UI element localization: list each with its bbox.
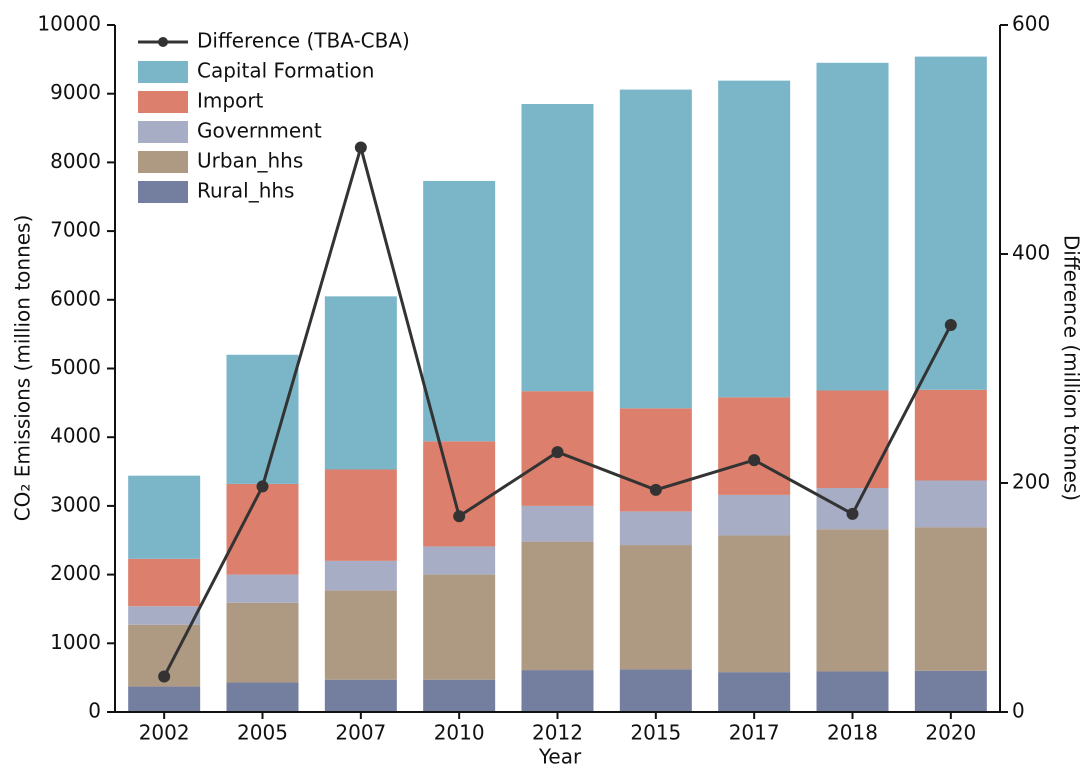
bar (423, 574, 496, 680)
bar (914, 480, 987, 528)
legend-swatch (138, 61, 188, 83)
x-tick-label: 2018 (827, 721, 878, 745)
y2-tick-label: 200 (1012, 470, 1050, 494)
y-tick-label: 10000 (37, 12, 101, 36)
bar (816, 62, 889, 391)
bar (718, 397, 791, 495)
bar (816, 390, 889, 489)
y-tick-label: 8000 (50, 149, 101, 173)
bar (226, 354, 299, 484)
bar (423, 546, 496, 575)
x-tick-label: 2005 (237, 721, 288, 745)
bar (914, 670, 987, 712)
bar (521, 670, 594, 712)
y-tick-label: 9000 (50, 80, 101, 104)
legend-swatch (138, 121, 188, 143)
bar (914, 389, 987, 481)
bar (718, 494, 791, 536)
bar (423, 679, 496, 712)
y-tick-label: 4000 (50, 424, 101, 448)
y2-tick-label: 0 (1012, 699, 1025, 723)
bar (521, 541, 594, 671)
bar (619, 89, 692, 409)
y-tick-label: 0 (88, 699, 101, 723)
bar (324, 296, 397, 470)
bar (521, 104, 594, 392)
x-tick-label: 2015 (630, 721, 681, 745)
line-point (649, 483, 662, 496)
bar (521, 505, 594, 542)
bar (128, 475, 201, 559)
bar (718, 535, 791, 673)
bar (423, 441, 496, 547)
bar (816, 529, 889, 672)
x-tick-label: 2002 (139, 721, 190, 745)
bar (619, 669, 692, 712)
bar (718, 80, 791, 398)
bar (914, 527, 987, 671)
y-tick-label: 6000 (50, 286, 101, 310)
line-point (158, 670, 171, 683)
bar (128, 606, 201, 625)
bar (226, 682, 299, 712)
legend-label: Urban_hhs (197, 149, 303, 173)
y-axis-label: CO₂ Emissions (million tonnes) (11, 215, 35, 522)
x-tick-label: 2007 (335, 721, 386, 745)
bar (324, 560, 397, 591)
bar (226, 574, 299, 603)
bar (619, 511, 692, 546)
y-tick-label: 7000 (50, 218, 101, 242)
bar (619, 408, 692, 512)
line-point (944, 318, 957, 331)
x-tick-label: 2020 (925, 721, 976, 745)
x-tick-label: 2010 (434, 721, 485, 745)
bar (718, 672, 791, 712)
legend-label: Capital Formation (197, 59, 374, 83)
bar (619, 545, 692, 670)
bar (324, 590, 397, 680)
bar (128, 686, 201, 712)
y-tick-label: 5000 (50, 355, 101, 379)
legend-label: Difference (TBA-CBA) (197, 29, 410, 53)
line-point (748, 454, 761, 467)
y2-tick-label: 400 (1012, 241, 1050, 265)
y2-axis-label: Difference (million tonnes) (1060, 235, 1084, 501)
legend-marker (158, 37, 168, 47)
x-tick-label: 2012 (532, 721, 583, 745)
y-tick-label: 2000 (50, 561, 101, 585)
line-point (846, 507, 859, 520)
y-tick-label: 3000 (50, 492, 101, 516)
x-tick-label: 2017 (729, 721, 780, 745)
line-point (354, 141, 367, 154)
bar (914, 56, 987, 390)
legend-swatch (138, 181, 188, 203)
bar (128, 558, 201, 607)
bar (226, 483, 299, 575)
y-tick-label: 1000 (50, 630, 101, 654)
bar (423, 180, 496, 442)
legend-label: Import (197, 89, 264, 113)
line-point (551, 446, 564, 459)
legend-label: Government (197, 119, 322, 143)
legend-swatch (138, 151, 188, 173)
x-axis-label: Year (538, 745, 582, 769)
line-point (256, 480, 269, 493)
line-point (453, 510, 466, 523)
bar (324, 469, 397, 561)
legend-label: Rural_hhs (197, 179, 294, 203)
y2-tick-label: 600 (1012, 12, 1050, 36)
legend-swatch (138, 91, 188, 113)
bar (226, 602, 299, 683)
bar (816, 671, 889, 712)
bar (324, 679, 397, 712)
